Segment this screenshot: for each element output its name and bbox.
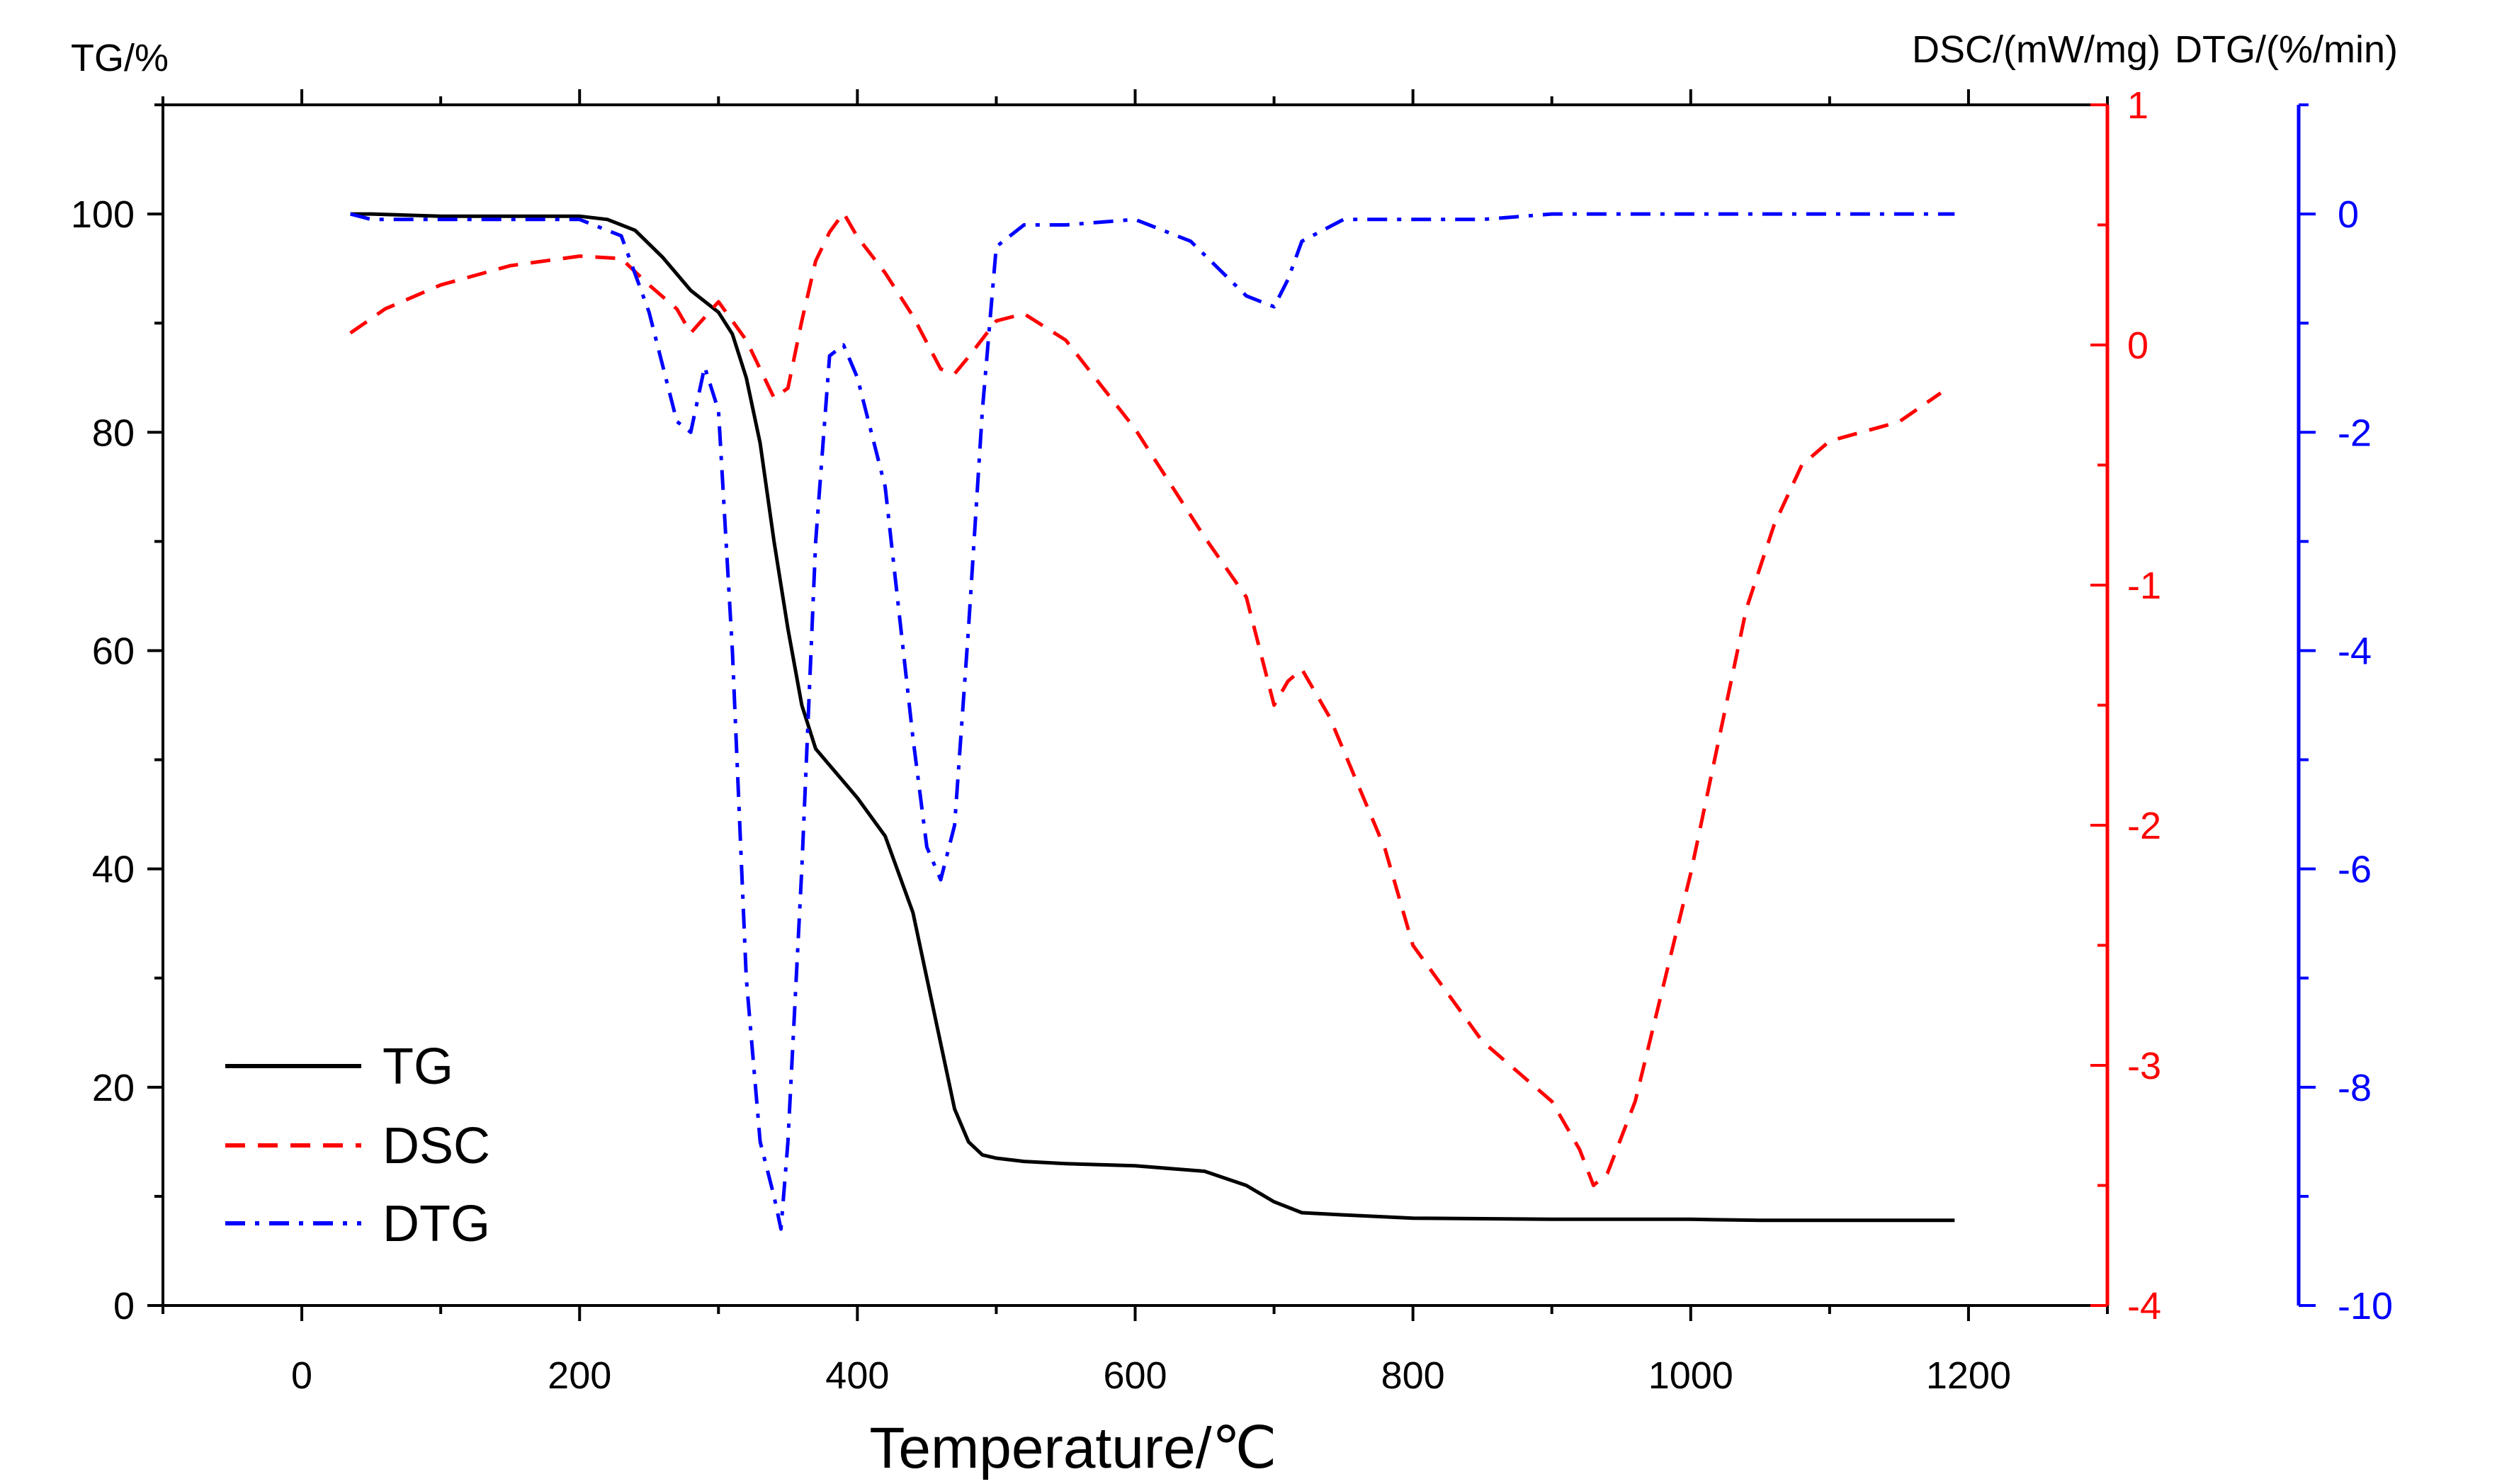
series-dtg-line: [350, 212, 1955, 1231]
x-tick-label: 0: [291, 1354, 312, 1397]
series-dsc-line: [349, 211, 1942, 1187]
dtg-tick-label: -2: [2338, 412, 2372, 454]
dsc-tick-label: 0: [2127, 324, 2148, 367]
dsc-tick-label: 1: [2127, 84, 2148, 127]
tick-marks: 0 200 400 600 800 1000 1200020406080100-4-3-2-…: [71, 84, 2393, 1397]
series-lines: [349, 211, 1955, 1231]
tg-tick-label: 60: [92, 630, 135, 672]
dtg-tick-label: -6: [2338, 849, 2372, 891]
dtg-tick-label: -10: [2338, 1285, 2393, 1327]
tg-tick-label: 20: [92, 1067, 135, 1109]
legend-dtg-label: DTG: [383, 1196, 490, 1252]
x-tick-label: 1000: [1648, 1354, 1733, 1397]
dsc-axis-title: DSC/(mW/mg): [1912, 28, 2161, 71]
x-axis-title: Temperature/℃: [869, 1416, 1276, 1480]
dsc-tick-label: -4: [2127, 1285, 2161, 1327]
legend: TG DSC DTG: [225, 1038, 490, 1252]
legend-dsc-label: DSC: [383, 1118, 490, 1174]
dtg-tick-label: -4: [2338, 630, 2372, 672]
tg-tick-label: 40: [92, 849, 135, 891]
x-tick-label: 200: [548, 1354, 611, 1397]
x-tick-label: 400: [825, 1354, 889, 1397]
tg-axis-title: TG/%: [71, 37, 169, 79]
tg-tick-label: 80: [92, 412, 135, 454]
dtg-axis-title: DTG/(%/min): [2175, 28, 2398, 71]
x-tick-label: 1200: [1926, 1354, 2011, 1397]
dsc-tick-label: -1: [2127, 565, 2161, 607]
dtg-tick-label: 0: [2338, 193, 2359, 236]
tg-tick-label: 0: [113, 1285, 135, 1327]
dtg-tick-label: -8: [2338, 1067, 2372, 1109]
legend-tg-label: TG: [383, 1038, 453, 1095]
x-tick-label: 600: [1103, 1354, 1167, 1397]
dsc-tick-label: -3: [2127, 1045, 2161, 1087]
series-tg-line: [350, 212, 1955, 1223]
dsc-tick-label: -2: [2127, 805, 2161, 847]
tg-tick-label: 100: [71, 193, 135, 236]
x-tick-label: 800: [1381, 1354, 1445, 1397]
